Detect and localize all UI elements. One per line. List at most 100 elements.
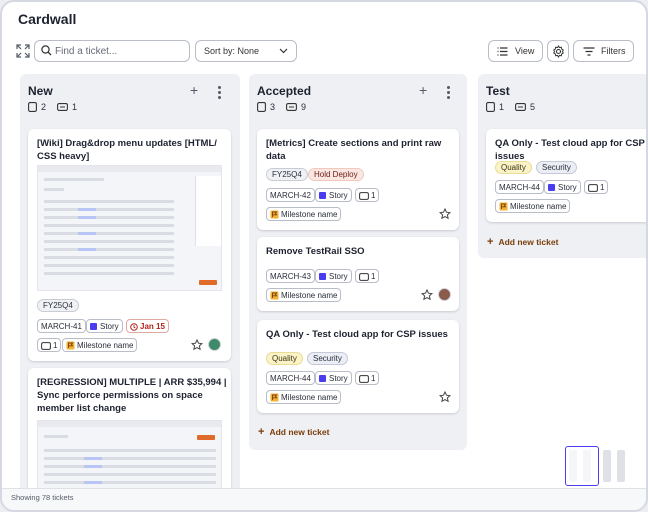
ticket-type[interactable]: Story xyxy=(315,371,352,385)
ticket-type[interactable]: Story xyxy=(315,188,352,202)
ticket-type[interactable]: Story xyxy=(315,269,352,283)
due-date[interactable]: Jan 15 xyxy=(126,319,169,333)
card-count: 3 xyxy=(270,102,276,112)
milestone-flag-icon xyxy=(270,393,279,402)
ticket-card[interactable]: [Wiki] Drag&drop menu updates [HTML/ CSS… xyxy=(28,129,231,361)
column-counts: 1 5 xyxy=(486,102,535,112)
tag-chip[interactable]: FY25Q4 xyxy=(266,168,308,181)
list-icon xyxy=(497,47,508,56)
avatar[interactable] xyxy=(438,288,451,301)
star-icon[interactable] xyxy=(421,289,433,301)
chevron-down-icon xyxy=(279,48,288,54)
ticket-type[interactable]: Story xyxy=(86,319,123,333)
column-test: Test 1 5 QA Only - Test cloud app for CS… xyxy=(478,74,646,258)
ticket-card[interactable]: [Metrics] Create sections and print raw … xyxy=(257,129,459,230)
milestone[interactable]: Milestone name xyxy=(62,338,138,352)
status-bar: Showing 78 tickets xyxy=(2,488,646,510)
search-icon xyxy=(41,45,52,56)
milestone[interactable]: Milestone name xyxy=(266,207,342,221)
tag-chip[interactable]: Security xyxy=(536,161,577,174)
milestone-label: Milestone name xyxy=(510,202,567,211)
tag-chip[interactable]: Security xyxy=(307,352,348,365)
view-label: View xyxy=(515,46,535,56)
due-date-label: Jan 15 xyxy=(140,322,165,331)
settings-button[interactable] xyxy=(547,40,569,62)
subtask-count: 9 xyxy=(301,102,307,112)
ticket-title: [REGRESSION] MULTIPLE | ARR $35,994 | Sy… xyxy=(37,376,227,415)
sort-label: Sort by: None xyxy=(204,46,260,56)
star-icon[interactable] xyxy=(191,339,203,351)
comment-count[interactable]: 1 xyxy=(355,371,380,385)
subtask-count: 1 xyxy=(72,102,78,112)
clock-icon xyxy=(130,323,138,331)
add-card-icon[interactable]: + xyxy=(419,82,428,98)
search-input[interactable] xyxy=(55,44,185,58)
column-counts: 3 9 xyxy=(257,102,306,112)
ticket-card[interactable]: QA Only - Test cloud app for CSP issues … xyxy=(257,320,459,413)
filters-button[interactable]: Filters xyxy=(573,40,634,62)
milestone[interactable]: Milestone name xyxy=(266,288,342,302)
star-icon[interactable] xyxy=(439,208,451,220)
ticket-id[interactable]: MARCH-42 xyxy=(266,188,315,202)
ticket-title-line: QA Only - Test cloud app for CSP issues xyxy=(266,329,448,340)
add-new-ticket-link[interactable]: + Add new ticket xyxy=(487,236,559,248)
ticket-title: QA Only - Test cloud app for CSP issues xyxy=(495,137,646,163)
sort-dropdown[interactable]: Sort by: None xyxy=(195,40,297,62)
star-icon[interactable] xyxy=(439,391,451,403)
comment-count[interactable]: 1 xyxy=(355,269,380,283)
milestone-flag-icon xyxy=(66,341,75,350)
comment-count[interactable]: 1 xyxy=(355,188,380,202)
ticket-type[interactable]: Story xyxy=(544,180,581,194)
card-count: 1 xyxy=(499,102,505,112)
minimap-viewport[interactable] xyxy=(565,446,599,486)
add-card-icon[interactable]: + xyxy=(190,82,199,98)
ticket-title-line: data xyxy=(266,151,286,162)
ticket-id[interactable]: MARCH-41 xyxy=(37,319,86,333)
filters-label: Filters xyxy=(601,46,626,56)
ticket-title-line: [Metrics] Create sections and print raw xyxy=(266,138,442,149)
board-minimap[interactable] xyxy=(563,444,633,488)
tag-chip[interactable]: FY25Q4 xyxy=(37,299,79,312)
add-new-ticket-link[interactable]: + Add new ticket xyxy=(258,426,330,438)
comment-count[interactable]: 1 xyxy=(584,180,609,194)
ticket-title-line: Remove TestRail SSO xyxy=(266,246,365,257)
ticket-count-status: Showing 78 tickets xyxy=(11,493,74,502)
ticket-id[interactable]: MARCH-44 xyxy=(495,180,544,194)
tag-chip[interactable]: Hold Deploy xyxy=(308,168,364,181)
expand-icon[interactable] xyxy=(16,44,30,58)
column-menu-icon[interactable] xyxy=(447,86,451,100)
column-title: Accepted xyxy=(257,84,312,98)
add-new-ticket-label: Add new ticket xyxy=(269,427,330,437)
column-new: New 2 1 + [Wiki] Drag&drop menu updates … xyxy=(20,74,240,510)
comment-icon xyxy=(359,375,369,383)
ticket-screenshot-thumbnail xyxy=(37,165,222,291)
ticket-title-line: Sync perforce permissions on space xyxy=(37,390,203,401)
comment-count-label: 1 xyxy=(371,272,376,281)
ticket-card[interactable]: Remove TestRail SSO MARCH-43 Story 1 Mil… xyxy=(257,237,459,311)
filter-icon xyxy=(583,47,595,56)
view-button[interactable]: View xyxy=(488,40,543,62)
ticket-title-line: [REGRESSION] MULTIPLE | ARR $35,994 | xyxy=(37,377,227,388)
milestone[interactable]: Milestone name xyxy=(495,199,571,213)
ticket-id[interactable]: MARCH-43 xyxy=(266,269,315,283)
ticket-card[interactable]: [REGRESSION] MULTIPLE | ARR $35,994 | Sy… xyxy=(28,368,231,508)
tag-chip[interactable]: Quality xyxy=(495,161,532,174)
comment-count-label: 1 xyxy=(600,183,605,192)
ticket-card[interactable]: QA Only - Test cloud app for CSP issues … xyxy=(486,129,646,222)
ticket-type-label: Story xyxy=(558,183,577,192)
column-counts: 2 1 xyxy=(28,102,77,112)
column-menu-icon[interactable] xyxy=(218,86,222,100)
search-box[interactable] xyxy=(34,40,190,62)
milestone[interactable]: Milestone name xyxy=(266,390,342,404)
ticket-title: QA Only - Test cloud app for CSP issues xyxy=(266,328,448,341)
ticket-id[interactable]: MARCH-44 xyxy=(266,371,315,385)
milestone-flag-icon xyxy=(270,291,279,300)
card-count-icon xyxy=(257,102,266,112)
subtask-count-icon xyxy=(57,103,68,111)
ticket-type-label: Story xyxy=(100,322,119,331)
tag-chip[interactable]: Quality xyxy=(266,352,303,365)
avatar[interactable] xyxy=(208,338,221,351)
milestone-label: Milestone name xyxy=(77,341,134,350)
comment-count[interactable]: 1 xyxy=(37,338,62,352)
column-accepted: Accepted 3 9 + [Metrics] Create sections… xyxy=(249,74,467,450)
